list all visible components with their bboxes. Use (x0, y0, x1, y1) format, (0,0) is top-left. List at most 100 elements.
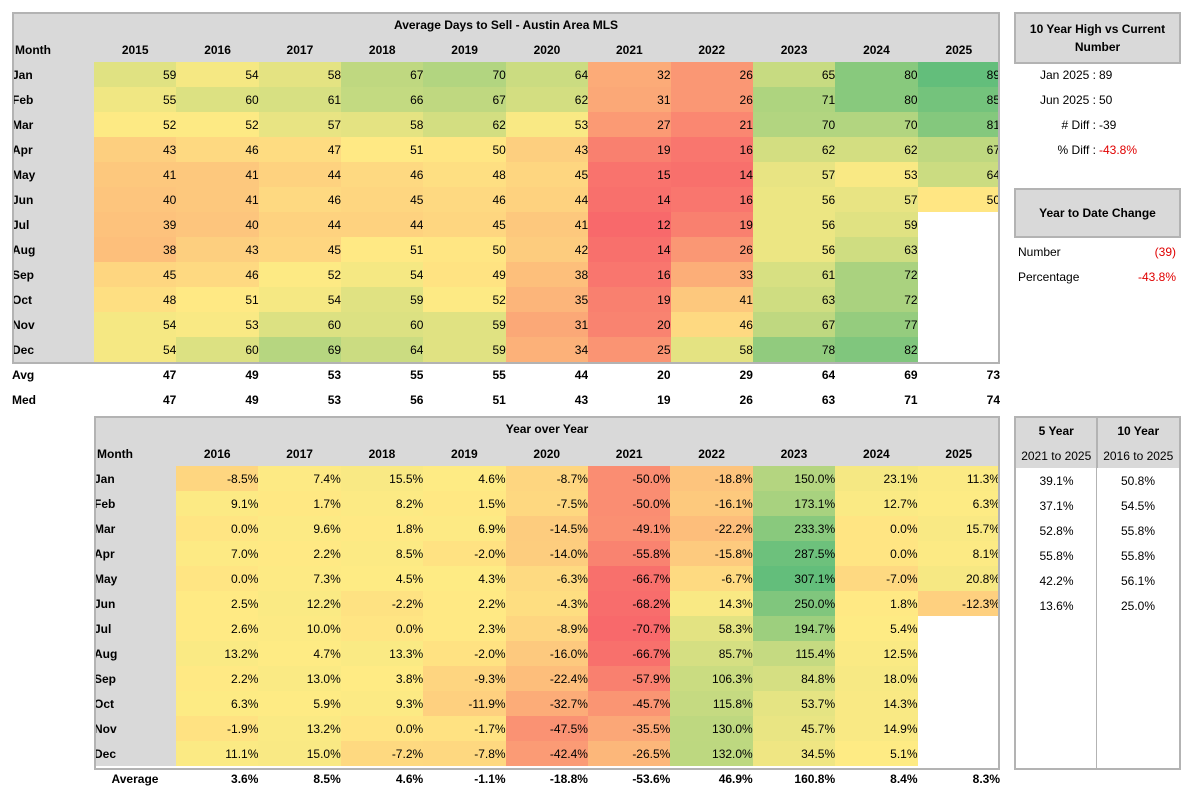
days-cell: 80 (835, 62, 918, 87)
yoy-cell: -2.0% (423, 541, 506, 566)
trend-row: 55.8% 55.8% (1016, 543, 1179, 568)
yoy-year-header: 2021 (587, 441, 671, 466)
days-cell: 52 (258, 262, 342, 287)
days-cell: 40 (176, 212, 259, 237)
days-year-header: 2023 (752, 37, 836, 62)
days-avg-value: 44 (574, 367, 589, 382)
trend-row: 37.1% 54.5% (1016, 493, 1179, 518)
days-cell: 72 (835, 262, 918, 287)
days-med-value: 63 (821, 392, 836, 407)
yoy-cell: 13.2% (258, 716, 341, 741)
trend-panel: 5 Year 10 Year 2021 to 2025 2016 to 2025… (1014, 416, 1181, 770)
yoy-avg-value: 4.6% (395, 771, 424, 786)
yoy-avg-row: Average 3.6% 8.5% 4.6% -1.1% -18.8% -53.6% 46.… (94, 766, 1000, 791)
days-cell: 45 (423, 212, 506, 237)
days-month-label: Oct (12, 287, 94, 312)
days-month-label: Dec (12, 337, 94, 362)
yoy-row: Aug 13.2% 4.7% 13.3% -2.0% -16.0% -66.7% 85.7% 1… (94, 641, 1000, 666)
yoy-cell: -50.0% (587, 466, 671, 491)
days-month-label: May (12, 162, 94, 187)
yoy-cell: -2.0% (423, 641, 506, 666)
yoy-cell: -6.3% (505, 566, 588, 591)
days-med-value: 19 (657, 392, 671, 407)
yoy-cell: -7.8% (423, 741, 506, 766)
days-cell: 61 (752, 262, 836, 287)
yoy-cell: 6.9% (423, 516, 506, 541)
yoy-cell: -55.8% (587, 541, 671, 566)
yoy-month-label: Dec (94, 741, 176, 766)
days-month-label: Jan (12, 62, 94, 87)
yoy-month-label: May (94, 566, 176, 591)
yoy-cell: -6.7% (670, 566, 753, 591)
days-month-label: Jun (12, 187, 94, 212)
yoy-cell: 132.0% (670, 741, 753, 766)
ytd-number-value: (39) (1154, 245, 1176, 259)
yoy-cell: 1.8% (340, 516, 424, 541)
days-cell: 85 (917, 87, 1000, 112)
days-cell: 46 (423, 187, 506, 212)
ytd-percent-value: -43.8% (1137, 270, 1176, 284)
yoy-cell: -14.0% (505, 541, 588, 566)
days-avg-value: 64 (821, 367, 836, 382)
days-table-title: Average Days to Sell - Austin Area MLS (12, 12, 1000, 37)
days-cell: 38 (94, 237, 177, 262)
days-cell (917, 287, 1000, 312)
days-cell: 49 (423, 262, 506, 287)
yoy-cell: 2.5% (176, 591, 259, 616)
ten-year-high-header: 10 Year High vs Current Number (1014, 12, 1181, 64)
days-med-value: 47 (163, 392, 177, 407)
days-cell: 43 (176, 237, 259, 262)
days-avg-value: 20 (657, 367, 671, 382)
days-cell: 16 (670, 187, 753, 212)
yoy-cell: 115.4% (752, 641, 836, 666)
yoy-cell: 15.0% (258, 741, 341, 766)
yoy-cell: 1.7% (258, 491, 341, 516)
days-month-label: Feb (12, 87, 94, 112)
days-year-header: 2022 (670, 37, 753, 62)
yoy-cell: 0.0% (340, 716, 424, 741)
trend-row: 13.6% 25.0% (1016, 593, 1179, 618)
days-cell: 58 (258, 62, 342, 87)
yoy-cell: 4.3% (423, 566, 506, 591)
days-cell: 42 (505, 237, 589, 262)
days-month-label: Apr (12, 137, 94, 162)
yoy-cell: 307.1% (752, 566, 836, 591)
yoy-cell: -8.7% (505, 466, 588, 491)
days-cell: 31 (505, 312, 589, 337)
yoy-month-label: Jan (94, 466, 176, 491)
days-cell: 26 (670, 62, 753, 87)
high-row-value: -39 (1099, 118, 1117, 132)
days-cell: 58 (341, 112, 424, 137)
days-avg-value: 53 (327, 367, 342, 382)
yoy-cell: 23.1% (835, 466, 918, 491)
days-row: Oct 48 51 54 59 52 35 19 41 63 72 (12, 287, 1000, 312)
days-cell: 19 (588, 287, 671, 312)
yoy-cell: 0.0% (176, 516, 259, 541)
days-cell: 56 (752, 212, 836, 237)
days-year-header: 2025 (917, 37, 1000, 62)
days-med-value: 51 (492, 392, 506, 407)
days-cell: 43 (505, 137, 589, 162)
yoy-cell: 233.3% (752, 516, 836, 541)
yoy-year-header: 2017 (258, 441, 341, 466)
yoy-cell: 13.2% (176, 641, 259, 666)
days-cell: 16 (670, 137, 753, 162)
yoy-cell: -4.3% (505, 591, 588, 616)
days-cell: 57 (258, 112, 342, 137)
yoy-cell: 12.2% (258, 591, 341, 616)
days-cell: 61 (258, 87, 342, 112)
days-cell: 65 (752, 62, 836, 87)
days-cell: 31 (588, 87, 671, 112)
days-cell: 41 (176, 187, 259, 212)
yoy-cell: 5.1% (835, 741, 918, 766)
yoy-row: Jul 2.6% 10.0% 0.0% 2.3% -8.9% -70.7% 58.3% 194.… (94, 616, 1000, 641)
days-cell: 44 (341, 212, 424, 237)
yoy-cell: -22.4% (505, 666, 588, 691)
ten-year-value: 55.8% (1120, 548, 1156, 563)
days-cell: 48 (94, 287, 177, 312)
five-year-header: 5 Year (1016, 418, 1098, 443)
yoy-cell: -16.0% (505, 641, 588, 666)
days-cell: 35 (505, 287, 589, 312)
yoy-year-header: 2025 (917, 441, 1000, 466)
days-cell: 72 (835, 287, 918, 312)
